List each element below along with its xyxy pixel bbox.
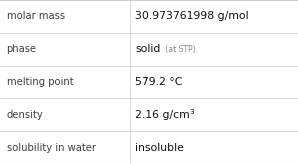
Text: melting point: melting point xyxy=(7,77,73,87)
Text: solubility in water: solubility in water xyxy=(7,143,96,153)
Text: insoluble: insoluble xyxy=(135,143,184,153)
Text: 3: 3 xyxy=(190,109,194,115)
Text: (at STP): (at STP) xyxy=(163,45,195,54)
Text: solid: solid xyxy=(135,44,160,54)
Text: density: density xyxy=(7,110,43,120)
Text: phase: phase xyxy=(7,44,37,54)
Text: molar mass: molar mass xyxy=(7,11,65,21)
Text: 579.2 °C: 579.2 °C xyxy=(135,77,182,87)
Text: 2.16 g/cm: 2.16 g/cm xyxy=(135,110,190,120)
Text: 30.973761998 g/mol: 30.973761998 g/mol xyxy=(135,11,249,21)
